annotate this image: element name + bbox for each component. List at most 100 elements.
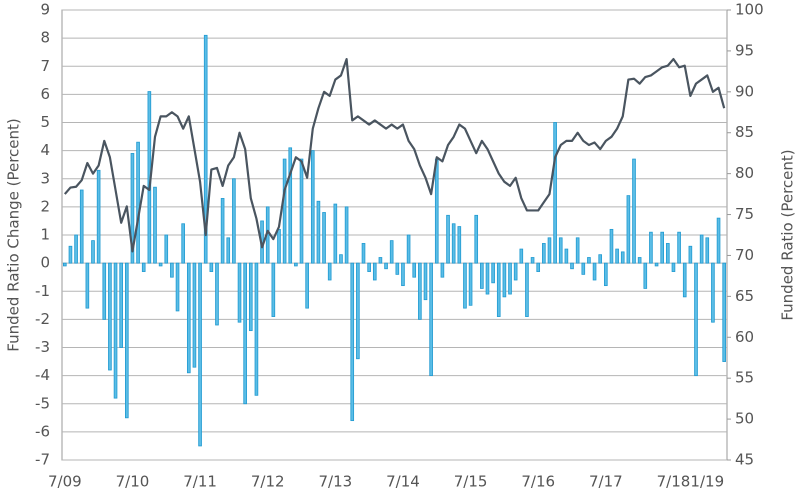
bar	[615, 248, 619, 264]
bar	[305, 262, 309, 309]
bar	[587, 257, 591, 264]
bar	[699, 234, 704, 264]
bar	[181, 223, 185, 264]
bar	[508, 262, 512, 295]
y2-tick-label: 70	[735, 246, 754, 264]
y-tick-label: 3	[40, 169, 50, 187]
bar	[243, 262, 247, 405]
y-tick-label: 8	[40, 29, 50, 47]
y-tick-label: 6	[40, 85, 50, 103]
x-tick-label: 7/14	[386, 473, 420, 491]
bar	[310, 150, 315, 264]
bar	[513, 262, 518, 281]
bar	[660, 231, 664, 264]
bar	[418, 262, 422, 320]
bar	[491, 262, 495, 284]
bar	[632, 158, 636, 264]
y2-tick-label: 50	[735, 410, 754, 428]
y-tick-label: -1	[35, 282, 50, 300]
bar	[643, 262, 648, 289]
bar	[203, 34, 208, 264]
bar	[440, 262, 445, 278]
x-tick-label: 7/17	[589, 473, 623, 491]
bar	[406, 234, 411, 264]
bar	[581, 262, 586, 275]
bar	[519, 248, 524, 264]
y-tick-label: 5	[40, 113, 50, 131]
bar	[209, 262, 214, 272]
bar	[113, 262, 118, 399]
bar	[136, 141, 140, 264]
bar	[654, 262, 659, 267]
bar	[102, 262, 107, 320]
y-axis-title: Funded Ratio Change (Percent)	[5, 118, 23, 351]
bar	[705, 237, 710, 264]
x-tick-label: 7/12	[251, 473, 285, 491]
bar	[682, 262, 687, 298]
bar	[598, 254, 603, 264]
y-tick-label: 2	[40, 197, 50, 215]
y-tick-label: 1	[40, 226, 50, 244]
bar	[63, 262, 67, 267]
x-tick-label: 7/16	[521, 473, 555, 491]
bar	[620, 251, 625, 264]
bar	[299, 158, 304, 264]
y-tick-label: -6	[35, 422, 50, 440]
y2-tick-label: 65	[735, 287, 754, 305]
bar	[277, 228, 281, 264]
bar	[175, 262, 180, 312]
bar	[220, 198, 225, 264]
bar	[434, 158, 439, 264]
bar	[226, 237, 231, 264]
bar	[356, 262, 360, 360]
bar	[575, 237, 580, 264]
bar	[186, 262, 191, 374]
y2-tick-label: 80	[735, 164, 754, 182]
bar	[592, 262, 597, 281]
bar	[553, 122, 557, 264]
y2-tick-label: 95	[735, 41, 754, 59]
bar	[525, 262, 529, 317]
bar	[91, 240, 95, 264]
bar	[198, 262, 202, 447]
bar	[85, 262, 90, 309]
bar	[141, 262, 146, 272]
bar	[372, 262, 377, 281]
bar	[316, 200, 321, 264]
bar	[108, 262, 112, 371]
bar	[271, 262, 276, 317]
bar	[333, 203, 338, 264]
bar	[68, 245, 73, 264]
bar	[327, 262, 332, 281]
y2-tick-label: 100	[735, 1, 764, 19]
bar	[96, 169, 101, 264]
bar	[339, 254, 343, 264]
y2-tick-label: 60	[735, 328, 754, 346]
bar	[711, 262, 715, 323]
bar	[626, 195, 631, 264]
bar	[350, 262, 355, 422]
bar	[688, 245, 693, 264]
bar	[401, 262, 405, 287]
bar	[322, 212, 326, 264]
bar	[384, 262, 388, 270]
bar	[215, 262, 219, 326]
bar	[248, 262, 253, 332]
bar	[604, 262, 608, 287]
bar	[722, 262, 726, 362]
y2-tick-label: 55	[735, 369, 754, 387]
bar	[451, 223, 456, 264]
bar	[79, 189, 84, 264]
bar	[395, 262, 400, 275]
y-tick-label: -7	[35, 451, 50, 469]
bar	[502, 262, 507, 298]
bar	[158, 262, 163, 267]
bar	[192, 262, 197, 368]
y2-tick-label: 90	[735, 82, 754, 100]
bar	[671, 262, 676, 272]
bar	[446, 214, 450, 264]
bar	[294, 262, 298, 267]
bar	[170, 262, 174, 278]
y-tick-label: -3	[35, 338, 50, 356]
